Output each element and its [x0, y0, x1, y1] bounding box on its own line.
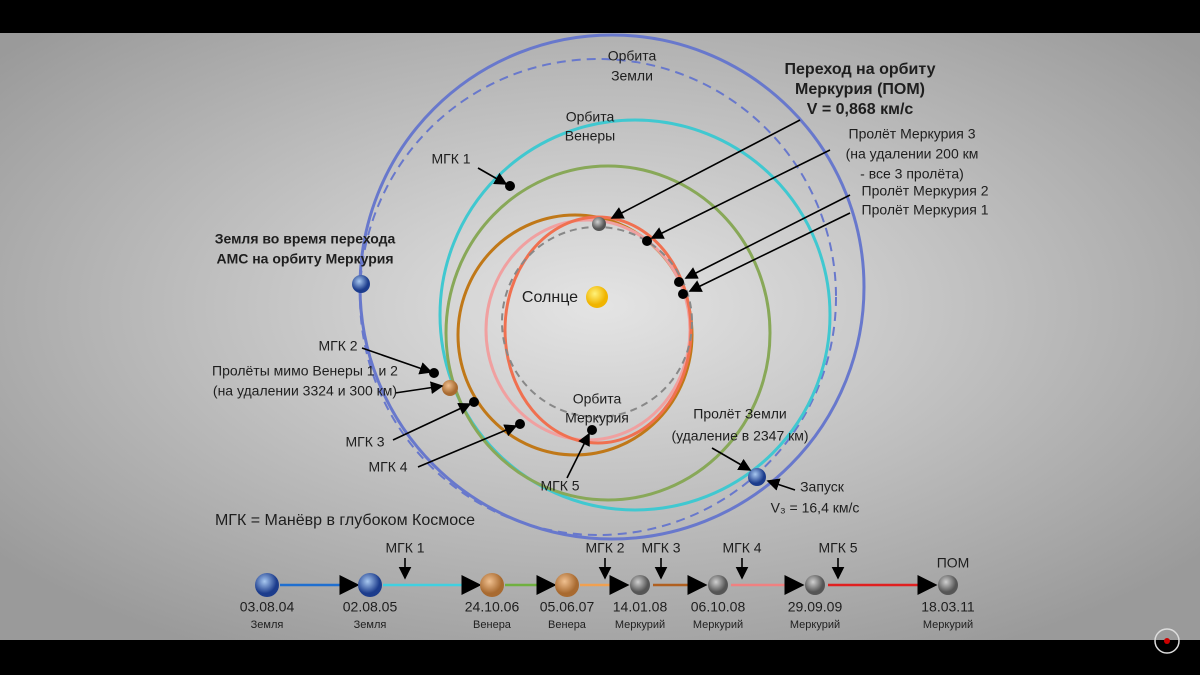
maneuver-label: МГК 5 — [818, 540, 857, 556]
earth — [352, 275, 370, 293]
transfer-orbit — [444, 164, 772, 502]
logo — [1154, 628, 1180, 654]
event-date: 02.08.05 — [343, 599, 398, 615]
callout-arrow — [394, 381, 444, 394]
label: Солнце — [522, 289, 578, 306]
event-body: Венера — [548, 619, 587, 631]
planet-icon — [480, 573, 504, 597]
labels: Орбита Земли Орбита Венеры Орбита Меркурия Сол… — [212, 48, 989, 530]
label: Меркурия (ПОМ) — [795, 81, 925, 98]
event-dot — [678, 289, 688, 299]
label: МГК = Манёвр в глубоком Космосе — [215, 512, 475, 529]
planet-icon — [555, 573, 579, 597]
callout-arrow — [477, 167, 508, 185]
logo-dot — [1164, 638, 1170, 644]
event-date: 03.08.04 — [240, 599, 295, 615]
event-date: 29.09.09 — [788, 599, 843, 615]
label: (на удалении 3324 и 300 км) — [213, 383, 397, 399]
planet-icon — [358, 573, 382, 597]
label: Венеры — [565, 128, 616, 144]
earth-orbit-dashed — [359, 58, 837, 536]
label: АМС на орбиту Меркурия — [216, 251, 393, 267]
label: (удаление в 2347 км) — [671, 428, 808, 444]
maneuver-label: МГК 2 — [585, 540, 624, 556]
planet-icon — [255, 573, 279, 597]
timeline: 03.08.04 Земля 02.08.05 Земля 24.10.06 Венера… — [240, 540, 975, 631]
callout-arrow — [361, 347, 433, 375]
label: V = 0,868 км/с — [807, 101, 914, 118]
event-dot — [674, 277, 684, 287]
event-date: 18.03.11 — [921, 599, 975, 615]
maneuver-label: МГК 1 — [385, 540, 424, 556]
event-body: Земля — [354, 619, 387, 631]
event-dot — [642, 236, 652, 246]
callout-arrow — [417, 424, 518, 468]
label: V₃ = 16,4 км/с — [771, 500, 860, 516]
venus — [442, 380, 458, 396]
callout-arrow — [688, 212, 851, 292]
label: Земля во время перехода — [215, 231, 396, 247]
label: МГК 2 — [318, 338, 357, 354]
planet-icon — [938, 575, 958, 595]
label: МГК 1 — [431, 151, 470, 167]
event-date: 05.06.07 — [540, 599, 595, 615]
event-date: 24.10.06 — [465, 599, 520, 615]
event-dot — [469, 397, 479, 407]
label: - все 3 пролёта) — [860, 166, 964, 182]
event-body: Меркурий — [923, 619, 973, 631]
event-body: Меркурий — [615, 619, 665, 631]
earth — [748, 468, 766, 486]
maneuver-label: МГК 3 — [641, 540, 680, 556]
label: Запуск — [800, 479, 845, 495]
venus-orbit — [438, 118, 832, 512]
label: Пролёт Меркурия 1 — [862, 202, 989, 218]
event-body: Меркурий — [790, 619, 840, 631]
label: Орбита — [608, 48, 657, 64]
label: Земли — [611, 68, 653, 84]
label: МГК 3 — [345, 434, 384, 450]
planet-icon — [630, 575, 650, 595]
callout-arrow — [711, 447, 752, 471]
label: МГК 5 — [540, 478, 579, 494]
event-dot — [587, 425, 597, 435]
planet-icon — [708, 575, 728, 595]
callout-arrow — [566, 432, 590, 479]
event-date: 06.10.08 — [691, 599, 746, 615]
mercury-transfer — [503, 215, 693, 445]
callout-arrow — [392, 402, 472, 441]
label: Орбита — [566, 109, 615, 125]
label: МГК 4 — [368, 459, 407, 475]
event-body: Венера — [473, 619, 512, 631]
planet-icon — [805, 575, 825, 595]
label: Орбита — [573, 391, 622, 407]
label: Пролёт Меркурия 3 — [849, 126, 976, 142]
event-dot — [505, 181, 515, 191]
label: Меркурия — [565, 410, 629, 426]
sun — [586, 286, 608, 308]
event-dot — [429, 368, 439, 378]
event-date: 14.01.08 — [613, 599, 668, 615]
callout-arrow — [766, 478, 796, 491]
label: Переход на орбиту — [785, 61, 936, 78]
label: (на удалении 200 км — [846, 146, 979, 162]
maneuver-label: МГК 4 — [722, 540, 761, 556]
event-body: Меркурий — [693, 619, 743, 631]
maneuver-label: ПОМ — [937, 555, 970, 571]
event-dot — [515, 419, 525, 429]
callout-arrows — [361, 119, 851, 491]
label: Пролёт Меркурия 2 — [862, 183, 989, 199]
mercury — [592, 217, 606, 231]
callout-arrow — [610, 119, 801, 219]
label: Пролёт Земли — [693, 406, 786, 422]
event-body: Земля — [251, 619, 284, 631]
label: Пролёты мимо Венеры 1 и 2 — [212, 363, 398, 379]
callout-arrow — [684, 194, 851, 279]
callout-arrow — [650, 149, 831, 239]
